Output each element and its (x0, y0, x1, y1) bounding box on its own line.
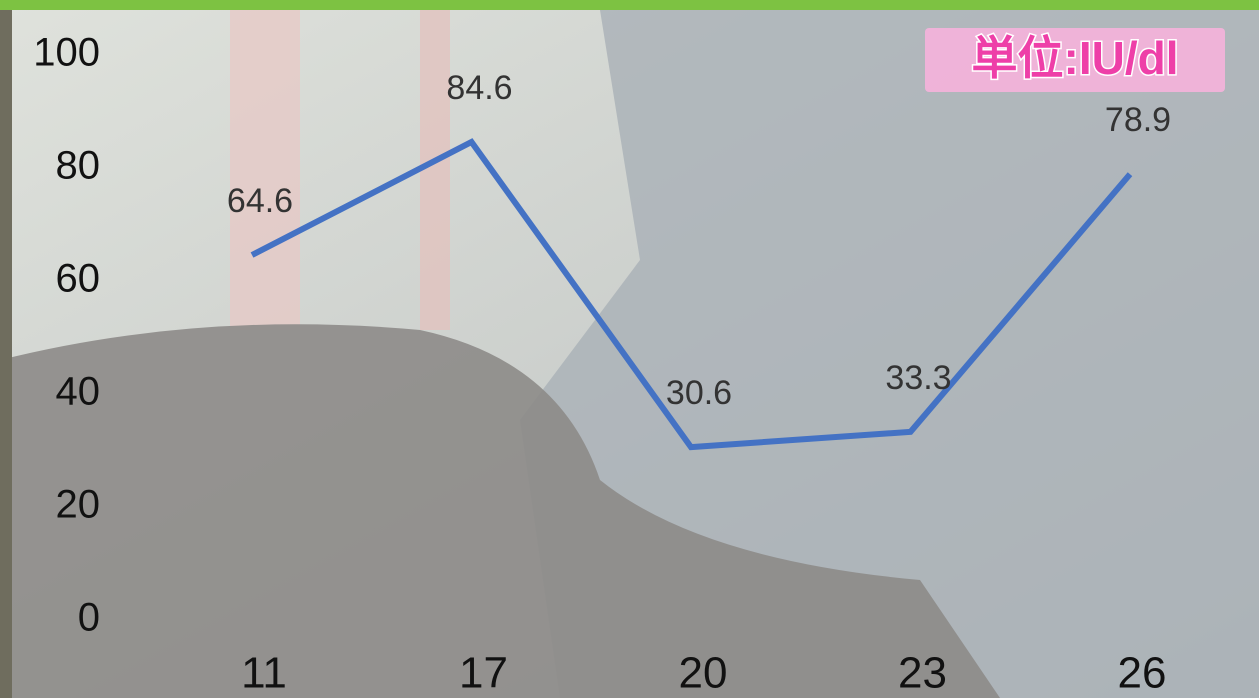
x-tick-label: 26 (1118, 649, 1167, 698)
y-tick-label: 20 (56, 483, 101, 527)
data-label: 33.3 (885, 359, 951, 397)
y-tick-label: 60 (56, 257, 101, 301)
x-tick-label: 23 (898, 649, 947, 698)
y-tick-label: 0 (78, 596, 100, 640)
top-bar (0, 0, 1259, 10)
x-tick-label: 20 (679, 649, 728, 698)
data-label: 78.9 (1105, 101, 1171, 139)
background-animal (0, 324, 1000, 698)
left-edge (0, 10, 12, 698)
background-figure (520, 10, 1259, 698)
data-label: 64.6 (227, 182, 293, 220)
data-line (250, 138, 1133, 451)
x-tick-label: 17 (459, 649, 508, 698)
background-post (230, 10, 300, 330)
data-label: 30.6 (666, 374, 732, 412)
y-tick-label: 100 (33, 31, 100, 75)
x-tick-label: 11 (241, 649, 287, 698)
y-tick-label: 80 (56, 144, 101, 188)
background-post (420, 10, 450, 330)
y-tick-label: 40 (56, 370, 101, 414)
unit-box (925, 28, 1225, 92)
unit-label: 単位:IU/dl (972, 32, 1179, 84)
data-label: 84.6 (446, 69, 512, 107)
